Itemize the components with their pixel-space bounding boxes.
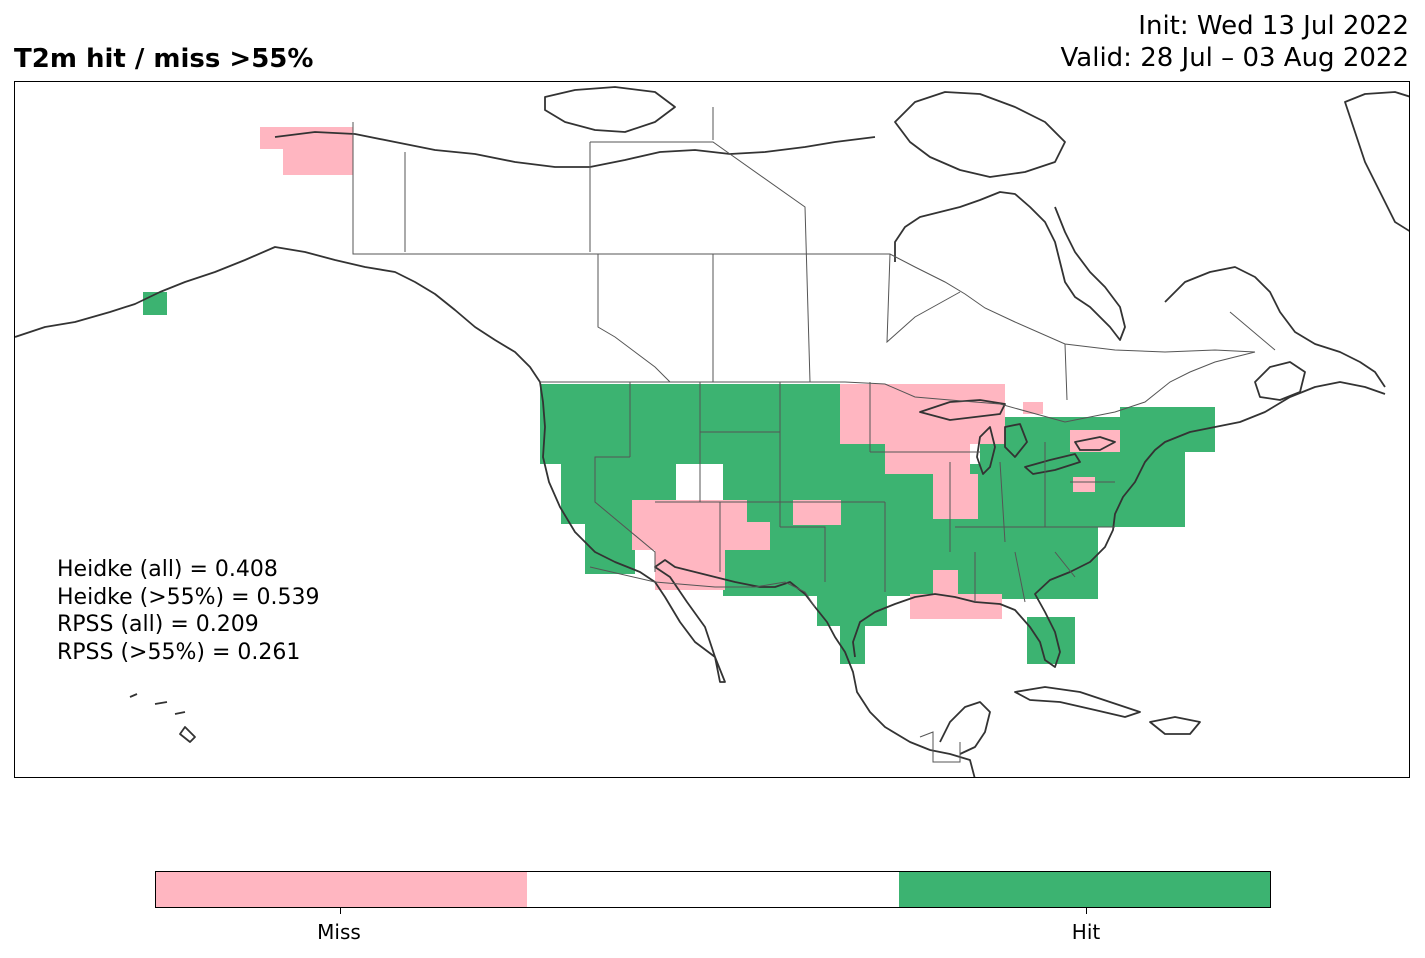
valid-date: Valid: 28 Jul – 03 Aug 2022 [1060,43,1409,73]
colorbar-tick-miss [340,908,341,914]
miss-cell-upper-midwest [933,474,978,519]
score-line: RPSS (all) = 0.209 [57,612,259,637]
init-date: Init: Wed 13 Jul 2022 [1138,11,1409,41]
coastline-cuba [1014,686,1141,718]
canada-us-border [352,122,1256,353]
province-borders [404,107,1276,401]
score-line: Heidke (all) = 0.408 [57,557,278,582]
chart-title: T2m hit / miss >55% [14,44,314,74]
miss-cell-gulf-coast [933,570,958,594]
colorbar-hit-segment [898,872,1270,907]
colorbar [155,871,1271,908]
mexico-border [589,566,961,763]
coastline-baffin [894,91,1066,178]
hit-cell-western-us [585,524,635,574]
map-panel [14,81,1410,778]
score-line: Heidke (>55%) = 0.539 [57,584,320,610]
colorbar-miss-segment [156,872,528,907]
colorbar-label-miss: Miss [317,920,361,944]
skill-scores: Heidke (all) = 0.408 Heidke (>55%) = 0.5… [57,556,320,666]
coastline-great-lakes [919,399,1116,475]
miss-cell-lower-great-lakes [1073,477,1095,492]
date-info: Init: Wed 13 Jul 2022 Valid: 28 Jul – 03… [1061,10,1409,74]
miss-cell-northern-alaska [283,149,353,175]
colorbar-tick-hit [1086,908,1087,914]
coastline-hawaii [129,693,196,743]
miss-cell-arizona-and-new-mexico [793,500,841,525]
coastline-arctic-islands [544,86,676,133]
coastline-hispaniola [1149,716,1201,735]
coastline-greenland [1344,91,1409,232]
miss-cell-upper-midwest [840,384,1005,444]
canada-us-border-lower [540,351,1256,423]
us-state-borders [594,382,1115,603]
coastline-labrador [1164,266,1386,388]
miss-cell-upper-midwest [885,444,970,474]
coastline-gulf [852,381,1386,668]
colorbar-neutral-segment [527,872,899,907]
score-line: RPSS (>55%) = 0.261 [57,639,301,665]
coastline-newfoundland [1254,361,1306,401]
hit-cell-alaska-peninsula [143,292,167,315]
political-borders-layer [352,107,1276,763]
coastline-arctic [274,131,876,168]
coastline-north-america [15,246,976,777]
coastline-hudson-bay [894,191,1126,341]
colorbar-label-hit: Hit [1071,920,1101,944]
miss-cell-northern-alaska [260,127,353,149]
miss-cell-lower-great-lakes [1023,402,1043,414]
map-canvas [15,86,1409,777]
miss-cell-arizona-and-new-mexico [725,522,770,550]
coastline-yucatan [939,701,991,755]
